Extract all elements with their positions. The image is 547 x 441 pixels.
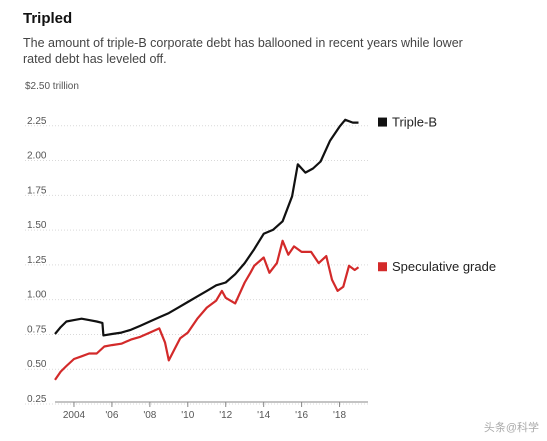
legend-label: Triple-B [392, 115, 437, 130]
legend-swatch [378, 117, 387, 127]
series-line-triple-b [54, 118, 359, 337]
chart-subtitle: The amount of triple-B corporate debt ha… [23, 36, 463, 66]
x-tick-label: '08 [143, 410, 156, 421]
y-tick-label: 2.00 [27, 151, 47, 162]
y-tick-label: 0.50 [27, 359, 47, 370]
watermark-text: 头条@科学 [483, 422, 539, 434]
x-tick-label: '16 [295, 410, 308, 421]
x-tick-label: 2004 [63, 410, 86, 421]
series-line-speculative-grade [54, 239, 360, 381]
y-tick-label: 1.00 [27, 290, 47, 301]
x-tick-label: '14 [257, 410, 270, 421]
x-tick-label: '06 [105, 410, 118, 421]
legend-swatch [378, 262, 387, 272]
y-tick-label: 0.75 [27, 324, 47, 335]
x-tick-label: '10 [181, 410, 194, 421]
y-tick-label: 0.25 [27, 394, 47, 405]
y-unit-label: $2.50 trillion [25, 81, 79, 92]
legend-label: Speculative grade [392, 259, 496, 274]
x-tick-label: '12 [219, 410, 232, 421]
y-tick-label: 1.75 [27, 185, 47, 196]
chart-title: Tripled [23, 10, 73, 27]
x-tick-label: '18 [333, 410, 346, 421]
y-tick-label: 1.50 [27, 220, 47, 231]
y-tick-label: 2.25 [27, 116, 47, 127]
y-tick-label: 1.25 [27, 255, 47, 266]
